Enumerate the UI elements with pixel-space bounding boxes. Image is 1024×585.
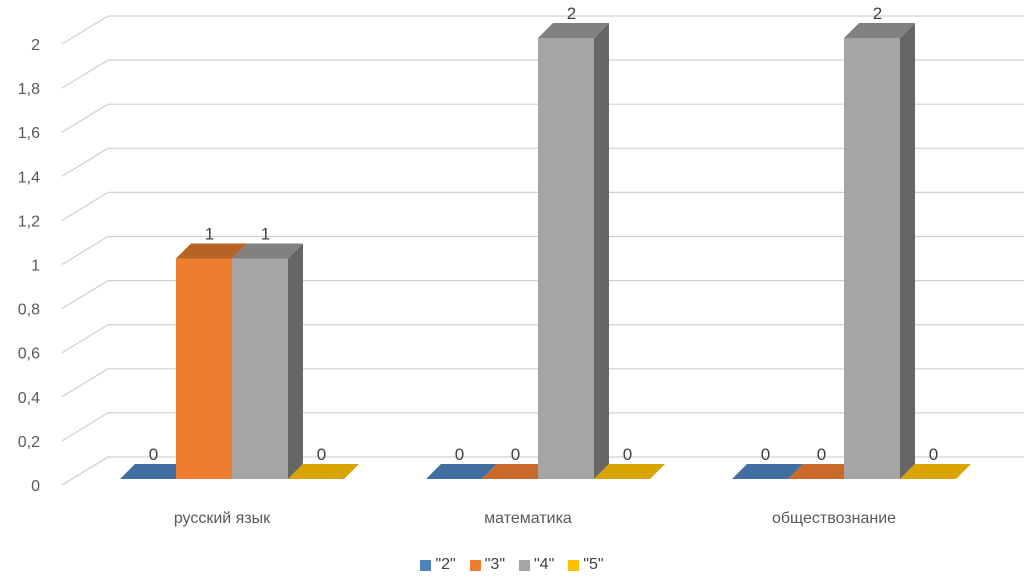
legend-swatch: [469, 559, 481, 571]
x-tick-label: математика: [484, 510, 572, 527]
y-tick-label: 0,6: [18, 346, 40, 363]
gridline-side: [61, 15, 109, 45]
legend-label: "3": [484, 556, 505, 573]
data-label: 2: [567, 4, 576, 23]
y-tick-label: 1: [31, 258, 40, 275]
legend-label: "2": [435, 556, 456, 573]
x-tick-label: обществознание: [772, 510, 896, 527]
legend-swatch: [568, 559, 580, 571]
bar-side: [594, 23, 609, 479]
legend-item: "2": [420, 556, 456, 574]
legend-label: "5": [583, 556, 604, 573]
gridline-side: [61, 147, 109, 177]
y-tick-label: 1,6: [18, 125, 40, 142]
chart-legend: "2" "3" "4" "5": [0, 556, 1024, 574]
data-label: 1: [261, 225, 270, 244]
data-label: 0: [761, 445, 770, 464]
bar-flat: [788, 464, 859, 479]
bar-top: [176, 243, 247, 259]
gridline-side: [61, 103, 109, 133]
bar-flat: [120, 464, 191, 479]
bar-front: [844, 38, 900, 479]
legend-item: "5": [568, 556, 604, 574]
bar-top: [232, 243, 303, 259]
y-tick-label: 0,4: [18, 390, 40, 407]
data-label: 0: [817, 445, 826, 464]
data-label: 0: [929, 445, 938, 464]
legend-swatch: [519, 559, 530, 571]
bar-front: [538, 38, 594, 479]
data-label: 0: [455, 445, 464, 464]
gridline-side: [61, 59, 109, 89]
bar-front: [176, 258, 232, 479]
y-tick-label: 1,4: [18, 169, 40, 186]
bar-top: [844, 23, 915, 38]
bar-flat: [482, 464, 553, 479]
y-tick-label: 0,2: [18, 434, 40, 451]
bar-flat: [900, 464, 971, 479]
y-tick-label: 0,8: [18, 302, 40, 319]
bar-flat: [426, 464, 497, 479]
gridline-side: [61, 324, 109, 354]
legend-label: "4": [534, 556, 555, 573]
legend-item: "3": [469, 556, 505, 574]
data-label: 0: [623, 445, 632, 464]
data-label: 1: [205, 225, 214, 244]
y-tick-label: 0: [31, 478, 40, 495]
bar-front: [232, 258, 288, 479]
legend-swatch: [420, 559, 432, 571]
bar-flat: [732, 464, 803, 479]
gridline-side: [61, 412, 109, 442]
bar-side: [288, 243, 303, 479]
gridline-side: [61, 235, 109, 266]
y-tick-label: 1,8: [18, 81, 40, 98]
data-label: 0: [511, 445, 520, 464]
bar-flat: [288, 464, 359, 479]
legend-item: "4": [519, 556, 554, 574]
gridline-side: [61, 191, 109, 221]
y-tick-label: 2: [31, 37, 40, 54]
data-label: 0: [149, 445, 158, 464]
bar-side: [900, 23, 915, 479]
y-tick-label: 1,2: [18, 213, 40, 230]
chart-plot: 0 0,2 0,4 0,6 0,8 1 1,2 1,4 1,6 1,8 2 0 1 1 0 русский я…: [18, 4, 1024, 527]
gridline-side: [61, 368, 109, 398]
bar-flat: [594, 464, 665, 479]
floor-edge: [61, 456, 109, 486]
data-label: 0: [317, 445, 326, 464]
x-tick-label: русский язык: [174, 510, 271, 527]
gridline-side: [61, 280, 109, 310]
data-label: 2: [873, 4, 882, 23]
bar-top: [538, 23, 609, 38]
